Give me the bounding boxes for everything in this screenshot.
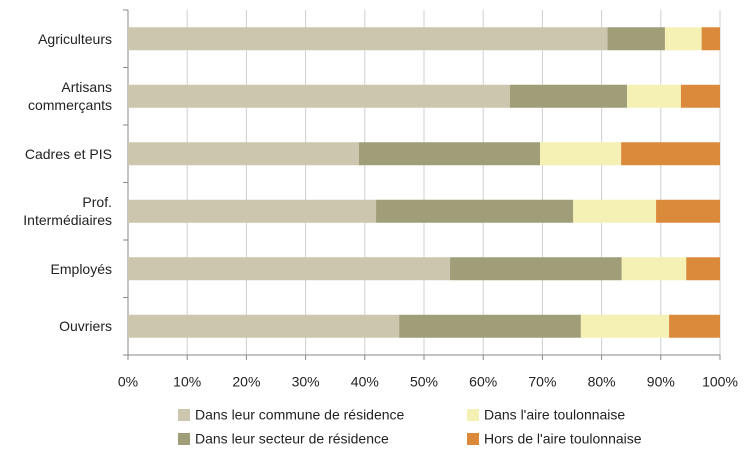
- legend-label: Hors de l'aire toulonnaise: [484, 431, 642, 447]
- x-tick-label: 20%: [232, 374, 260, 390]
- bar-segment: [128, 199, 377, 223]
- legend-swatch: [178, 409, 190, 421]
- bar-segment: [656, 199, 720, 223]
- legend-label: Dans leur secteur de résidence: [195, 431, 389, 447]
- y-tick-label: Agriculteurs: [38, 30, 112, 47]
- y-tick-label: Prof. Intermédiaires: [23, 194, 112, 229]
- bar-segment: [450, 257, 622, 281]
- bar-segment: [621, 142, 720, 166]
- bar-segment: [607, 27, 665, 51]
- bar-segment: [128, 84, 510, 108]
- bar-segment: [128, 27, 608, 51]
- bar-segment: [680, 84, 720, 108]
- bar-segment: [540, 142, 622, 166]
- y-tick-label: Cadres et PIS: [24, 145, 112, 162]
- x-tick-label: 30%: [292, 374, 320, 390]
- x-tick-label: 90%: [647, 374, 675, 390]
- y-tick-label: Employés: [50, 260, 112, 277]
- x-tick-label: 60%: [469, 374, 497, 390]
- legend-swatch: [178, 433, 190, 445]
- x-tick-label: 0%: [118, 374, 138, 390]
- bar-segment: [669, 314, 720, 338]
- x-tick-label: 10%: [173, 374, 201, 390]
- x-tick-label: 50%: [410, 374, 438, 390]
- bar-segment: [509, 84, 628, 108]
- bar-segment: [686, 257, 720, 281]
- y-tick-label: Ouvriers: [59, 318, 112, 335]
- x-tick-label: 70%: [528, 374, 556, 390]
- bar-segment: [399, 314, 581, 338]
- bar-segment: [128, 314, 400, 338]
- bar-segment: [701, 27, 720, 51]
- x-tick-label: 100%: [702, 374, 738, 390]
- bar-segment: [573, 199, 657, 223]
- bar-segment: [664, 27, 702, 51]
- bar-segment: [580, 314, 670, 338]
- y-tick-label: Artisans commerçants: [27, 79, 112, 114]
- legend-swatch: [467, 433, 479, 445]
- x-tick-label: 40%: [351, 374, 379, 390]
- bar-segment: [621, 257, 687, 281]
- bar-segment: [627, 84, 681, 108]
- bar-segment: [376, 199, 574, 223]
- legend-label: Dans leur commune de résidence: [195, 407, 405, 423]
- legend-label: Dans l'aire toulonnaise: [484, 407, 625, 423]
- legend-swatch: [467, 409, 479, 421]
- bar-segment: [358, 142, 541, 166]
- bar-segment: [128, 257, 451, 281]
- bar-segment: [128, 142, 359, 166]
- x-tick-label: 80%: [588, 374, 616, 390]
